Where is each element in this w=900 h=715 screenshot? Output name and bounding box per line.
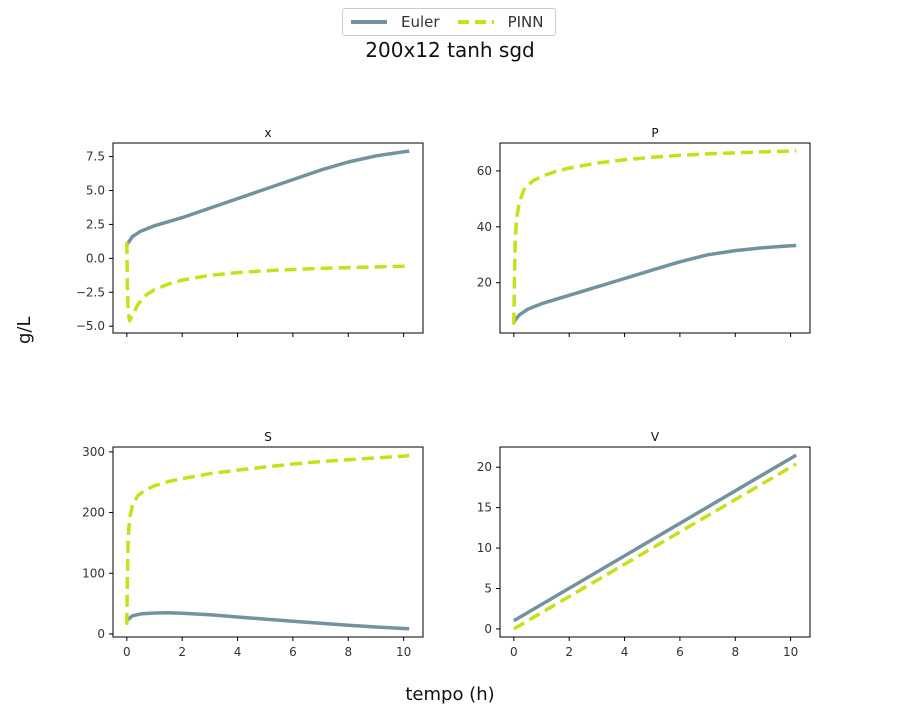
legend-label-euler: Euler	[401, 13, 440, 31]
panel-3-ytick-label-3: 300	[82, 445, 105, 459]
panel-1-ytick-label-3: 2.5	[86, 217, 105, 231]
panel-4-xtick-label-4: 4	[621, 645, 629, 659]
panel-2-series-euler-line	[512, 243, 797, 323]
panel-3-series-euler-line	[125, 611, 410, 631]
panel-3-xtick-label-4: 4	[234, 645, 242, 659]
legend-label-pinn: PINN	[507, 13, 544, 31]
panel-3-ytick-label-1: 100	[82, 566, 105, 580]
panel-2-ytick-label-0: 20	[477, 276, 492, 290]
panel-4-series-pinn-line	[512, 462, 798, 631]
legend-item-pinn: PINN	[457, 13, 544, 31]
figure-title: 200x12 tanh sgd	[365, 38, 535, 62]
panel-4-ytick-label-4: 20	[477, 460, 492, 474]
panel-3-xtick-label-2: 2	[178, 645, 186, 659]
panel-4-series-euler-line	[512, 453, 798, 623]
panel-2-ytick-label-1: 40	[477, 220, 492, 234]
panel-4-ytick-label-2: 10	[477, 541, 492, 555]
legend: Euler PINN	[342, 8, 556, 36]
panel-1-ytick-label-5: 7.5	[86, 150, 105, 164]
panel-2-frame	[499, 142, 811, 334]
panel-3-frame	[112, 446, 424, 638]
panel-1-series-pinn-line	[125, 242, 410, 323]
panel-1-ytick-label-0: −5.0	[76, 319, 105, 333]
panel-4-title: V	[651, 430, 660, 444]
panel-4-ytick-label-3: 15	[477, 501, 492, 515]
panel-4-xtick-label-10: 10	[783, 645, 798, 659]
panel-4-xtick-label-0: 0	[510, 645, 518, 659]
panel-1-series-euler-line	[125, 149, 410, 246]
figure-xlabel: tempo (h)	[405, 684, 495, 705]
panel-1-title: x	[264, 126, 271, 140]
panel-4-xtick-label-6: 6	[676, 645, 684, 659]
legend-item-euler: Euler	[351, 13, 440, 31]
panel-4-xtick-label-2: 2	[565, 645, 573, 659]
figure-ylabel: g/L	[14, 316, 35, 344]
panel-4-ytick-label-1: 5	[484, 581, 492, 595]
panel-2-series-pinn-line	[512, 149, 797, 325]
panel-3-xtick-label-6: 6	[289, 645, 297, 659]
panel-2-ytick-label-2: 60	[477, 164, 492, 178]
panel-3-title: S	[264, 430, 272, 444]
panel-3-xtick-label-8: 8	[344, 645, 352, 659]
legend-swatch-euler	[351, 20, 387, 24]
panel-4-frame	[499, 446, 811, 638]
panel-3-ytick-label-0: 0	[97, 627, 105, 641]
legend-swatch-pinn	[457, 20, 494, 24]
panel-3-xtick-label-10: 10	[396, 645, 411, 659]
panel-3-series-pinn-line	[125, 453, 410, 625]
panel-1-ytick-label-4: 5.0	[86, 184, 105, 198]
panel-1-ytick-label-1: −2.5	[76, 285, 105, 299]
panel-2-title: P	[651, 126, 658, 140]
panel-1-ytick-label-2: 0.0	[86, 251, 105, 265]
panel-1-frame	[112, 142, 424, 334]
panel-3-xtick-label-0: 0	[123, 645, 131, 659]
panel-4-xtick-label-8: 8	[731, 645, 739, 659]
panel-3-ytick-label-2: 200	[82, 506, 105, 520]
panel-4-ytick-label-0: 0	[484, 622, 492, 636]
